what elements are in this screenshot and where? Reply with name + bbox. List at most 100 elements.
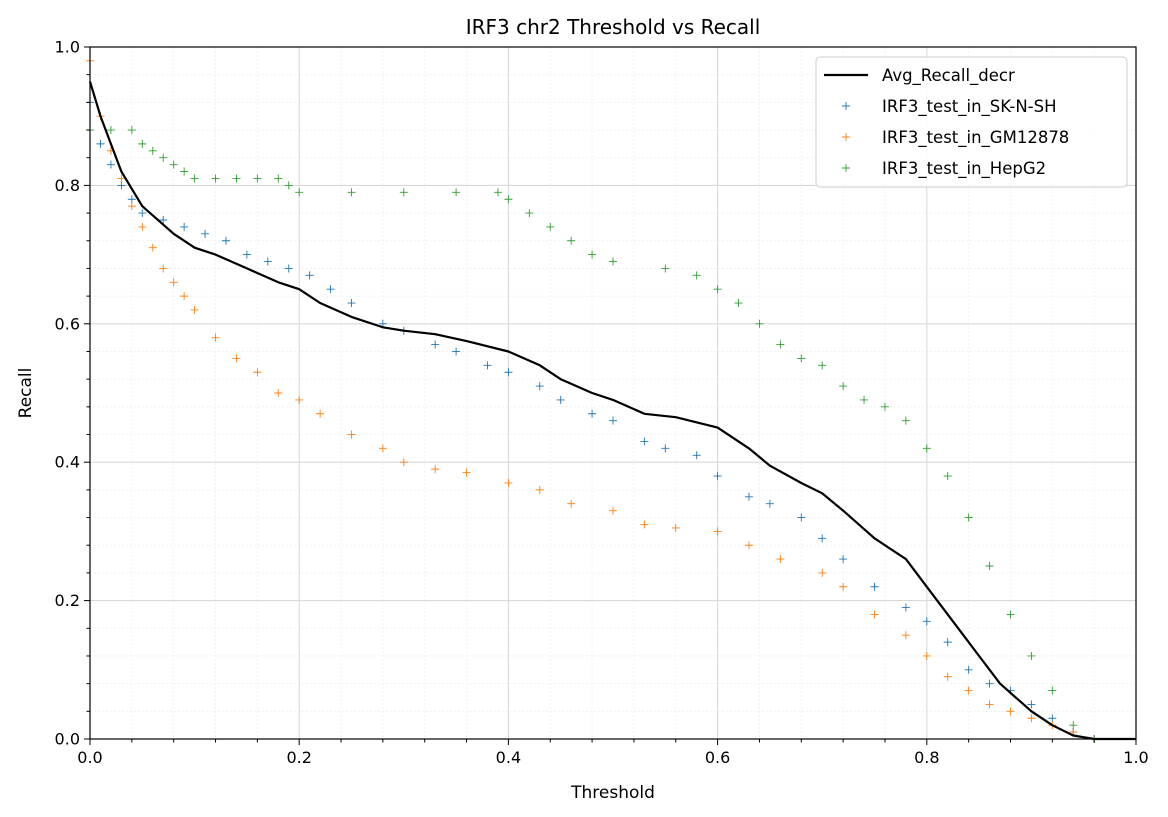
data-point bbox=[127, 202, 136, 211]
legend-label: IRF3_test_in_GM12878 bbox=[882, 128, 1069, 148]
data-point bbox=[556, 395, 565, 404]
data-point bbox=[284, 181, 293, 190]
data-point bbox=[253, 368, 262, 377]
x-tick-label: 0.8 bbox=[914, 748, 939, 767]
data-point bbox=[347, 430, 356, 439]
data-point bbox=[159, 153, 168, 162]
y-tick-label: 0.4 bbox=[55, 453, 80, 472]
data-point bbox=[316, 409, 325, 418]
data-point bbox=[797, 354, 806, 363]
data-point bbox=[1069, 721, 1078, 730]
data-point bbox=[148, 146, 157, 155]
data-point bbox=[692, 451, 701, 460]
data-point bbox=[399, 188, 408, 197]
data-point bbox=[661, 444, 670, 453]
data-point bbox=[943, 672, 952, 681]
data-point bbox=[1006, 610, 1015, 619]
data-point bbox=[661, 264, 670, 273]
data-point bbox=[431, 465, 440, 474]
data-point bbox=[399, 458, 408, 467]
y-tick-label: 0.2 bbox=[55, 591, 80, 610]
legend: Avg_Recall_decr IRF3_test_in_SK-N-SH IRF3_… bbox=[815, 56, 1128, 188]
data-point bbox=[201, 229, 210, 238]
data-point bbox=[504, 478, 513, 487]
data-point bbox=[138, 139, 147, 148]
data-point bbox=[159, 264, 168, 273]
data-point bbox=[180, 222, 189, 231]
y-tick-label: 0.0 bbox=[55, 730, 80, 749]
data-point bbox=[535, 382, 544, 391]
y-tick-label: 0.6 bbox=[55, 314, 80, 333]
data-point bbox=[818, 361, 827, 370]
data-point bbox=[452, 347, 461, 356]
data-point bbox=[148, 243, 157, 252]
data-point bbox=[943, 638, 952, 647]
legend-swatch bbox=[842, 102, 850, 110]
data-point bbox=[295, 395, 304, 404]
y-tick-label: 1.0 bbox=[55, 38, 80, 57]
data-point bbox=[671, 523, 680, 532]
x-axis-label: Threshold bbox=[570, 783, 655, 803]
data-point bbox=[546, 222, 555, 231]
data-point bbox=[839, 555, 848, 564]
data-point bbox=[818, 534, 827, 543]
chart-title: IRF3 chr2 Threshold vs Recall bbox=[466, 15, 761, 39]
data-point bbox=[190, 305, 199, 314]
data-point bbox=[535, 485, 544, 494]
x-tick-label: 1.0 bbox=[1123, 748, 1148, 767]
data-point bbox=[922, 444, 931, 453]
data-point bbox=[964, 686, 973, 695]
series-line bbox=[88, 81, 1136, 741]
data-point bbox=[295, 188, 304, 197]
data-point bbox=[922, 617, 931, 626]
x-tick-label: 0.0 bbox=[77, 748, 102, 767]
data-point bbox=[180, 167, 189, 176]
data-point bbox=[609, 506, 617, 515]
x-tick-label: 0.6 bbox=[705, 748, 730, 767]
data-point bbox=[242, 250, 251, 259]
data-point bbox=[326, 285, 335, 294]
data-point bbox=[253, 174, 262, 183]
data-point bbox=[211, 174, 220, 183]
data-point bbox=[713, 472, 722, 481]
legend-box bbox=[815, 56, 1128, 188]
data-point bbox=[797, 513, 806, 522]
y-tick-label: 0.8 bbox=[55, 176, 80, 195]
data-point bbox=[493, 188, 502, 197]
data-point bbox=[431, 340, 440, 349]
data-point bbox=[96, 139, 105, 148]
data-point bbox=[232, 174, 241, 183]
legend-label: Avg_Recall_decr bbox=[882, 66, 1015, 86]
series-irf3-test-in-hepg2 bbox=[86, 126, 1099, 743]
data-point bbox=[180, 292, 189, 301]
data-point bbox=[274, 174, 283, 183]
data-point bbox=[744, 541, 753, 550]
data-point bbox=[117, 174, 126, 183]
data-point bbox=[692, 271, 701, 280]
data-point bbox=[839, 582, 848, 591]
data-point bbox=[985, 562, 994, 570]
plot-area bbox=[86, 56, 1136, 743]
data-point bbox=[964, 513, 973, 522]
data-point bbox=[765, 499, 774, 508]
series-avg-recall-decr bbox=[88, 81, 1136, 741]
data-point bbox=[305, 271, 314, 280]
data-point bbox=[504, 195, 513, 204]
data-point bbox=[1027, 700, 1036, 709]
data-point bbox=[640, 520, 649, 529]
data-point bbox=[609, 257, 617, 266]
legend-swatch bbox=[842, 133, 850, 141]
data-point bbox=[901, 631, 910, 640]
data-point bbox=[588, 250, 597, 259]
data-point bbox=[106, 160, 115, 169]
axis-ticks: 0.0 0.2 0.4 0.6 0.8 1.0 0.0 0.2 0.4 0.6 0.8 1.0 bbox=[55, 38, 1149, 768]
data-point bbox=[870, 610, 879, 619]
x-tick-label: 0.4 bbox=[496, 748, 521, 767]
data-point bbox=[190, 174, 199, 183]
data-point bbox=[347, 299, 356, 308]
data-point bbox=[1048, 686, 1057, 695]
data-point bbox=[284, 264, 293, 273]
data-point bbox=[776, 340, 785, 349]
legend-swatch bbox=[842, 164, 850, 172]
